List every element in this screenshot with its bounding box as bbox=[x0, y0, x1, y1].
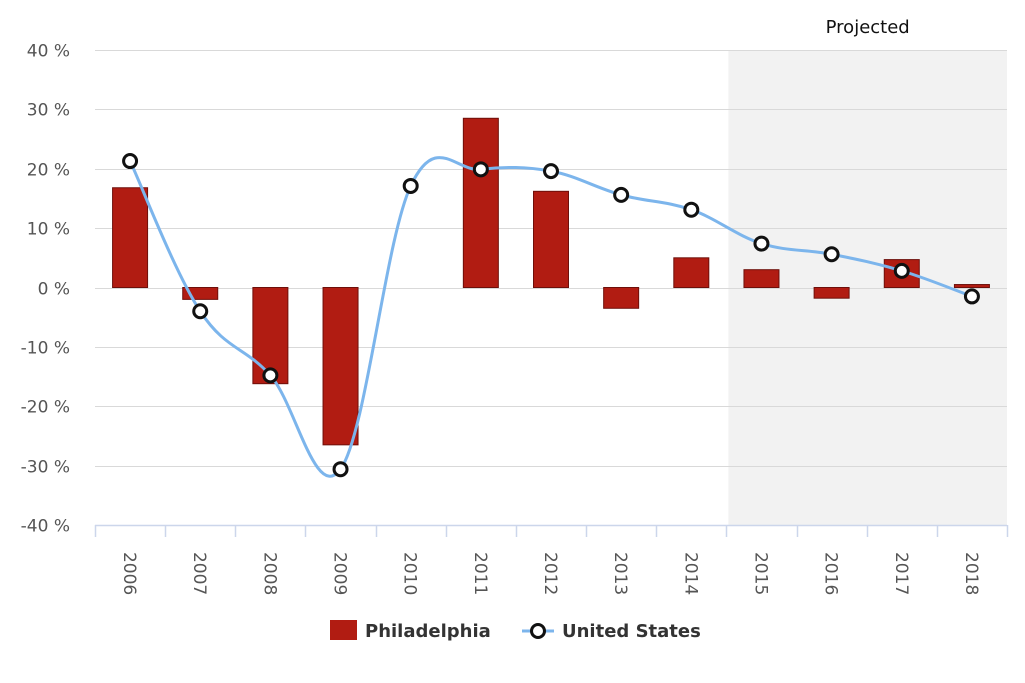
point-2008 bbox=[262, 367, 279, 384]
bar-2016 bbox=[813, 287, 850, 299]
point-2016 bbox=[823, 246, 840, 263]
x-tick-label: 2010 bbox=[400, 552, 420, 595]
point-2014 bbox=[683, 201, 700, 218]
bar-2009 bbox=[322, 287, 359, 446]
x-tick-label: 2013 bbox=[610, 552, 630, 595]
y-tick-label: -10 % bbox=[21, 339, 70, 359]
axis-layer: -40 % -30 % -20 % -10 % 0 % 10 % 20 % 30 % 40 % 2… bbox=[21, 42, 1009, 595]
x-tick-label: 2009 bbox=[330, 552, 350, 595]
projected-band-label: Projected bbox=[826, 17, 910, 38]
y-tick-label: 30 % bbox=[27, 101, 70, 121]
line-layer bbox=[122, 153, 980, 478]
x-tick-label: 2014 bbox=[680, 552, 700, 595]
bar-2007 bbox=[182, 287, 219, 300]
x-tick-label: 2017 bbox=[891, 552, 911, 595]
bar-layer bbox=[112, 117, 990, 446]
legend: Philadelphia United States bbox=[330, 620, 701, 642]
bar-2015 bbox=[743, 269, 780, 288]
point-2009 bbox=[332, 461, 349, 478]
bar-2011 bbox=[462, 117, 499, 288]
x-tick-label: 2015 bbox=[750, 552, 770, 595]
x-tick-label: 2011 bbox=[470, 552, 490, 595]
x-tick-label: 2012 bbox=[540, 552, 560, 595]
x-tick-label: 2008 bbox=[259, 552, 279, 595]
legend-label-united-states: United States bbox=[562, 621, 701, 642]
legend-label-philadelphia: Philadelphia bbox=[365, 621, 491, 642]
point-2010 bbox=[402, 177, 419, 194]
point-2011 bbox=[472, 161, 489, 178]
bar-2012 bbox=[533, 190, 569, 288]
point-2015 bbox=[753, 235, 770, 252]
point-2017 bbox=[893, 262, 910, 279]
point-2012 bbox=[543, 163, 559, 180]
legend-swatch-philadelphia bbox=[330, 620, 357, 640]
y-tick-label: -40 % bbox=[21, 517, 70, 537]
bar-2014 bbox=[673, 257, 710, 288]
y-tick-label: 40 % bbox=[27, 42, 70, 62]
x-tick-label: 2006 bbox=[119, 552, 139, 595]
y-tick-label: 20 % bbox=[27, 161, 70, 181]
bar-2006 bbox=[112, 187, 149, 288]
bar-2013 bbox=[603, 287, 640, 309]
legend-marker-united-states bbox=[530, 623, 546, 639]
y-tick-label: 10 % bbox=[27, 220, 70, 240]
y-tick-label: 0 % bbox=[38, 280, 70, 300]
x-tick-label: 2018 bbox=[961, 552, 981, 595]
x-tick-label: 2007 bbox=[189, 552, 209, 595]
point-2013 bbox=[613, 186, 630, 203]
point-2018 bbox=[963, 288, 980, 305]
x-tick-label: 2016 bbox=[821, 552, 841, 595]
bar-2018 bbox=[953, 284, 990, 288]
point-2007 bbox=[192, 303, 209, 320]
point-2006 bbox=[122, 153, 139, 170]
y-tick-label: -30 % bbox=[21, 458, 70, 478]
y-tick-label: -20 % bbox=[21, 398, 70, 418]
